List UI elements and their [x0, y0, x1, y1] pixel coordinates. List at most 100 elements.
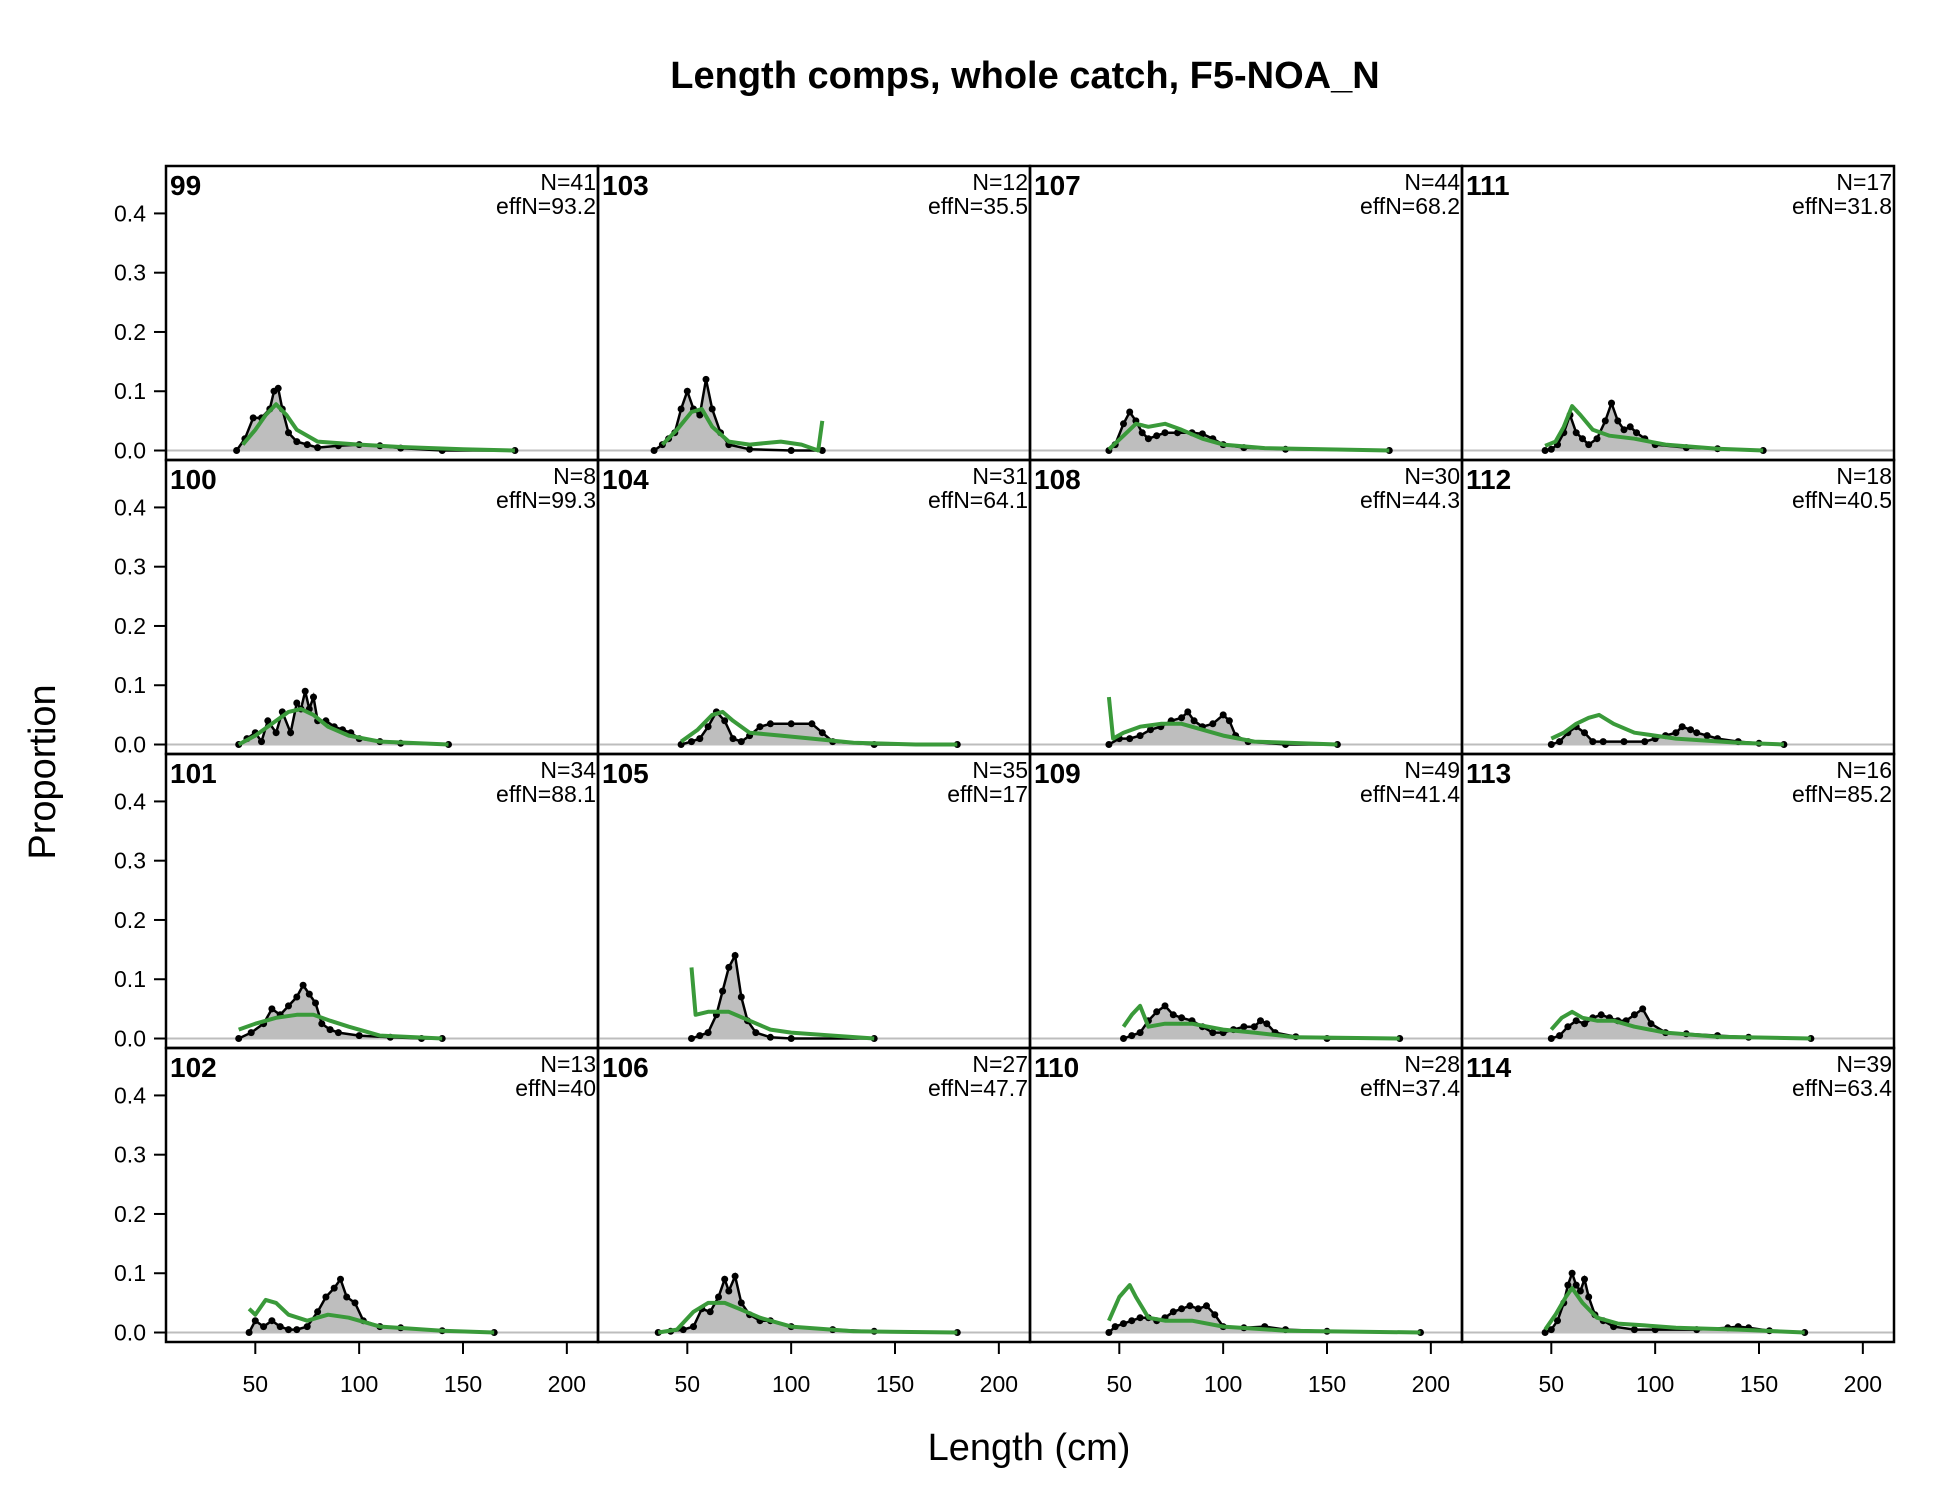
observed-point — [1219, 711, 1227, 719]
observed-point — [351, 1299, 359, 1307]
observed-point — [1105, 1329, 1113, 1336]
observed-point — [322, 1293, 330, 1301]
observed-point — [245, 1329, 253, 1336]
observed-point — [293, 438, 301, 446]
observed-point — [756, 723, 764, 731]
y-tick-label: 0.4 — [114, 200, 146, 226]
y-tick-label: 0.3 — [114, 260, 146, 286]
x-tick-label: 200 — [980, 1371, 1018, 1397]
observed-point — [293, 699, 301, 707]
observed-point — [303, 441, 311, 449]
observed-point — [690, 1323, 697, 1331]
observed-point — [1597, 1011, 1605, 1019]
panel-effn: effN=64.1 — [928, 487, 1028, 513]
x-tick-label: 100 — [772, 1371, 810, 1397]
observed-point — [719, 987, 727, 995]
observed-point — [330, 1284, 338, 1292]
observed-point — [1593, 435, 1601, 443]
observed-point — [1209, 1029, 1217, 1037]
panel-effn: effN=47.7 — [928, 1075, 1028, 1101]
observed-point — [737, 1299, 745, 1307]
y-tick-label: 0.2 — [114, 613, 146, 639]
observed-point — [1568, 1269, 1576, 1277]
observed-point — [268, 1317, 276, 1325]
observed-area — [691, 955, 875, 1039]
observed-point — [696, 735, 704, 743]
observed-point — [787, 1035, 795, 1042]
panel-label: 105 — [602, 758, 649, 789]
panel-label: 101 — [170, 758, 217, 789]
expected-line — [689, 967, 875, 1041]
panel-label: 114 — [1466, 1052, 1512, 1083]
observed-point — [1547, 741, 1555, 748]
observed-area — [654, 379, 823, 451]
observed-point — [249, 414, 257, 422]
observed-point — [1198, 430, 1206, 438]
observed-point — [1184, 708, 1192, 716]
observed-point — [1585, 1293, 1593, 1301]
observed-point — [1614, 417, 1622, 425]
panel-label: 110 — [1034, 1052, 1079, 1083]
observed-point — [725, 963, 733, 971]
observed-point — [1178, 1305, 1186, 1313]
chart-title: Length comps, whole catch, F5-NOA_N — [670, 55, 1379, 97]
observed-point — [708, 405, 716, 413]
observed-point — [337, 1275, 344, 1283]
observed-point — [1169, 1011, 1177, 1019]
observed-point — [287, 729, 295, 737]
observed-point — [1585, 441, 1593, 449]
x-tick-label: 200 — [1844, 1371, 1882, 1397]
observed-point — [1169, 1308, 1177, 1316]
observed-point — [1589, 738, 1597, 746]
y-tick-label: 0.2 — [114, 319, 146, 345]
observed-point — [1547, 1035, 1555, 1042]
observed-point — [1554, 1317, 1561, 1325]
x-tick-label: 150 — [876, 1371, 914, 1397]
observed-point — [787, 720, 795, 728]
observed-area — [238, 691, 449, 745]
x-axis: 50 100 150 200 50 100 150 200 50 100 150 200 50 100 15… — [243, 1342, 1882, 1397]
expected-line — [1550, 712, 1784, 747]
observed-point — [696, 411, 704, 419]
observed-point — [1556, 738, 1564, 746]
y-tick-label: 0.0 — [114, 438, 146, 464]
observed-point — [1547, 1326, 1555, 1334]
panel-label: 111 — [1466, 170, 1510, 201]
observed-point — [268, 1005, 276, 1013]
y-tick-label: 0.3 — [114, 554, 146, 580]
observed-point — [355, 1032, 363, 1040]
panel-label: 109 — [1034, 758, 1081, 789]
expected-line — [1106, 696, 1338, 747]
observed-point — [1599, 738, 1607, 746]
y-tick-label: 0.4 — [114, 494, 146, 520]
observed-point — [303, 1323, 311, 1331]
observed-point — [1144, 435, 1152, 443]
observed-point — [1178, 714, 1186, 722]
expected-line — [1549, 1009, 1811, 1041]
panel-n: N=17 — [1836, 169, 1892, 195]
panel-effn: effN=88.1 — [496, 781, 596, 807]
observed-point — [1120, 1320, 1127, 1328]
panel-label: 104 — [602, 464, 649, 495]
observed-point — [299, 981, 307, 989]
y-tick-label: 0.4 — [114, 788, 146, 814]
panel-n: N=28 — [1404, 1051, 1460, 1077]
panel-n: N=41 — [540, 169, 596, 195]
panel-label: 107 — [1034, 170, 1081, 201]
y-tick-label: 0.2 — [114, 1201, 146, 1227]
observed-point — [301, 687, 309, 695]
observed-point — [1601, 417, 1609, 425]
observed-point — [1581, 729, 1588, 737]
observed-point — [1647, 1020, 1655, 1028]
observed-point — [1620, 738, 1628, 746]
panel-effn: effN=44.3 — [1360, 487, 1460, 513]
y-tick-label: 0.3 — [114, 848, 146, 874]
observed-point — [312, 999, 319, 1007]
observed-point — [1126, 735, 1134, 743]
observed-point — [1194, 1305, 1202, 1313]
y-tick-label: 0.2 — [114, 907, 146, 933]
